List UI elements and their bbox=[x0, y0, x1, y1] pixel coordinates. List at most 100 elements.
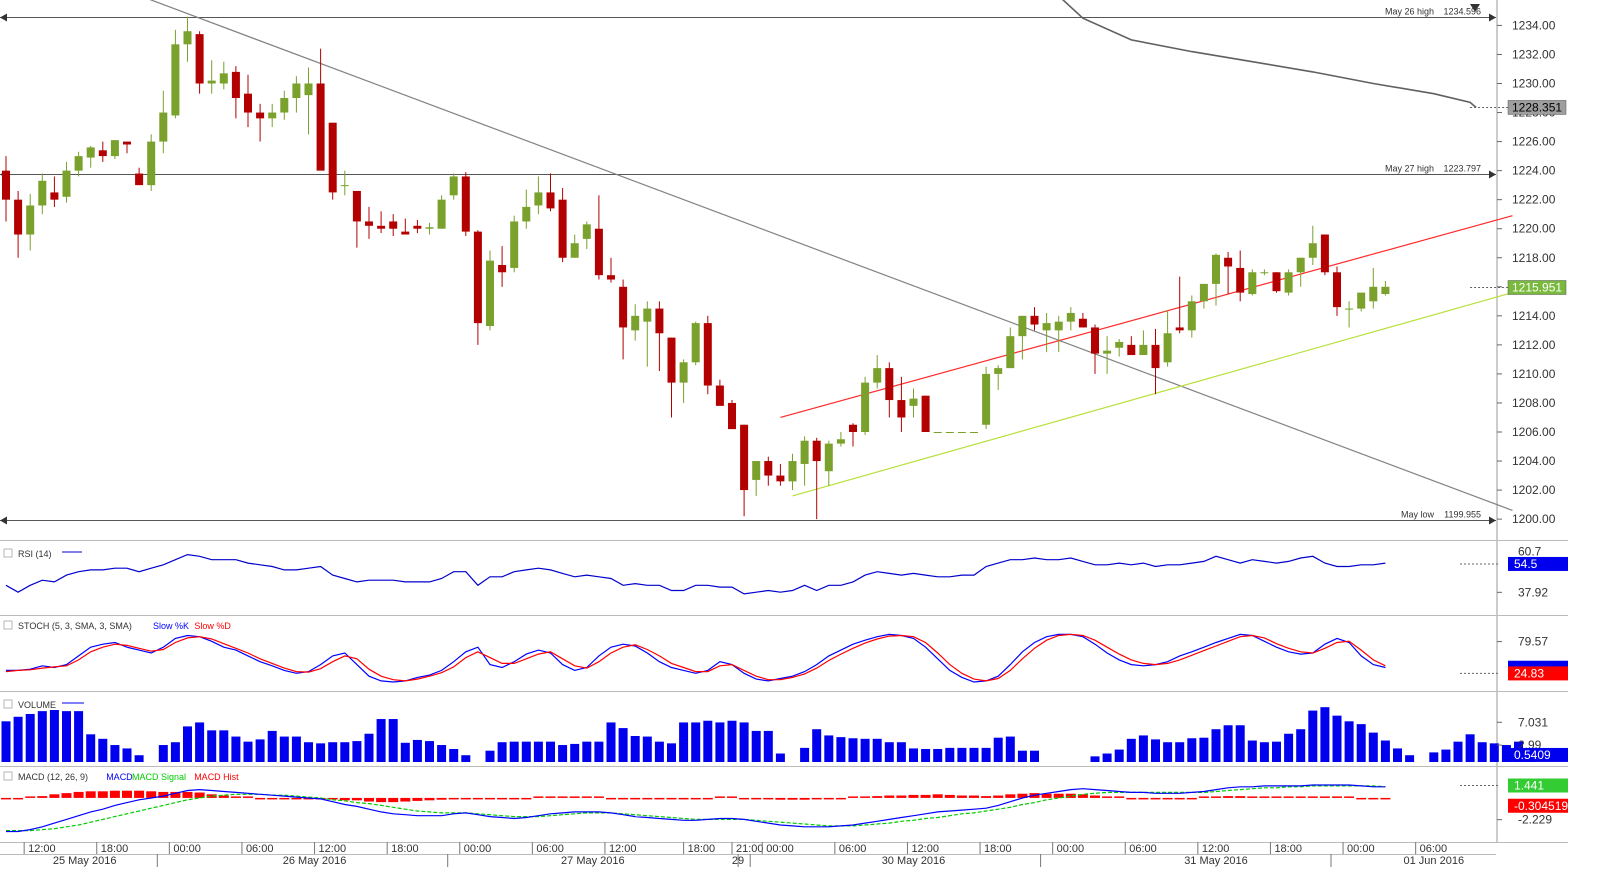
volume-bar bbox=[1030, 750, 1039, 762]
macd-hist-bar bbox=[944, 794, 955, 798]
time-label: 06:00 bbox=[839, 843, 867, 855]
candle-body bbox=[352, 190, 361, 222]
volume-0-tick-label: 7.031 bbox=[1518, 715, 1548, 729]
rsi-line bbox=[5, 553, 1386, 595]
volume-bar bbox=[1405, 755, 1415, 762]
volume-bar bbox=[993, 737, 1003, 762]
price-tick-label: 1208.00 bbox=[1512, 396, 1556, 410]
volume-bar bbox=[122, 748, 132, 762]
macd-hist-bar bbox=[678, 797, 689, 800]
candle-body bbox=[643, 308, 652, 322]
candle-body bbox=[1066, 312, 1075, 322]
rsi-tick-label: 37.92 bbox=[1518, 585, 1548, 599]
volume-marker-box bbox=[1508, 747, 1568, 762]
macd-hist-bar bbox=[775, 797, 786, 800]
volume-bar bbox=[1465, 734, 1475, 762]
macd-hist-marker-label: -0.3045193 bbox=[1514, 799, 1568, 813]
volume-collapse-icon bbox=[3, 699, 13, 709]
time-label: 00:00 bbox=[464, 843, 492, 855]
volume-bar bbox=[1138, 735, 1148, 762]
rsi-collapse-icon bbox=[3, 548, 13, 558]
macd-hist-bar bbox=[37, 796, 48, 798]
channel-lower-line bbox=[792, 292, 1513, 497]
volume-bar bbox=[969, 747, 979, 762]
candle-body bbox=[1212, 254, 1220, 284]
time-axis: 12:00 18:00 00:00 06:00 12:00 18:00 00:00 06:00… bbox=[0, 842, 1496, 867]
macd-hist-bar bbox=[364, 797, 374, 802]
candle-body bbox=[449, 176, 458, 196]
time-label: 18:00 bbox=[391, 843, 419, 855]
macd-hist-bar bbox=[73, 791, 84, 798]
candle-body bbox=[861, 382, 870, 432]
volume-bar bbox=[1356, 724, 1366, 762]
macd-hist-bar bbox=[97, 791, 108, 798]
volume-bar bbox=[1501, 745, 1511, 762]
candle-body bbox=[655, 308, 664, 334]
macd-hist-bar bbox=[533, 796, 544, 798]
macd-hist-bar bbox=[279, 797, 290, 800]
macd-hist-bar bbox=[170, 791, 181, 798]
candle-body bbox=[473, 231, 482, 324]
macd-hist-bar bbox=[61, 793, 72, 798]
level-arrow-right-0 bbox=[1489, 13, 1496, 22]
volume-bar bbox=[1187, 738, 1197, 762]
macd-hist-bar bbox=[509, 797, 520, 800]
volume-bar bbox=[618, 728, 628, 762]
stoch-tick-label: 79.57 bbox=[1518, 635, 1548, 649]
macd-hist-bar bbox=[1283, 796, 1294, 798]
macd-hist-bar bbox=[1053, 793, 1064, 798]
macd-hist-bar bbox=[1356, 797, 1367, 800]
candle-body bbox=[970, 432, 978, 433]
volume-bar bbox=[195, 722, 205, 762]
candle-body bbox=[764, 461, 773, 476]
candle-body bbox=[365, 221, 373, 226]
volume-bar bbox=[1, 721, 11, 762]
candle-body bbox=[1175, 327, 1184, 331]
price-tick-label: 1200.00 bbox=[1512, 512, 1556, 526]
volume-bar bbox=[1211, 729, 1221, 762]
candle-body bbox=[256, 112, 265, 119]
candle-body bbox=[776, 475, 785, 482]
volume-bar bbox=[497, 742, 507, 762]
candle-body bbox=[50, 192, 59, 200]
candle-body bbox=[401, 231, 410, 235]
volume-bar bbox=[836, 737, 846, 762]
price-tick-label: 1230.00 bbox=[1512, 77, 1556, 91]
time-label: 12:00 bbox=[319, 843, 347, 855]
volume-bar bbox=[933, 749, 943, 762]
volume-bar bbox=[691, 722, 701, 762]
macd-hist-bar bbox=[436, 797, 447, 800]
volume-bar bbox=[775, 753, 785, 762]
candle-body bbox=[1054, 321, 1063, 331]
volume-bar bbox=[267, 730, 277, 762]
candle-body bbox=[377, 225, 386, 229]
macd-hist-bar bbox=[811, 797, 822, 800]
volume-bar bbox=[1259, 742, 1269, 762]
time-label: 18:00 bbox=[1274, 843, 1302, 855]
macd-hist-bar bbox=[376, 797, 387, 803]
candle-body bbox=[631, 315, 640, 331]
candle-body bbox=[594, 228, 603, 276]
volume-bar bbox=[1308, 710, 1318, 762]
macd-hist-bar bbox=[848, 796, 858, 798]
macd-hist-bar bbox=[702, 797, 713, 800]
volume-bar bbox=[62, 711, 71, 762]
time-label: 06:00 bbox=[1420, 843, 1448, 855]
date-label: 31 May 2016 bbox=[1184, 855, 1248, 867]
stoch-collapse-icon bbox=[3, 620, 13, 630]
volume-bar bbox=[594, 741, 604, 762]
candle-body bbox=[1333, 272, 1341, 308]
macd-hist-bar bbox=[884, 795, 895, 798]
candle-body bbox=[570, 243, 579, 258]
stoch-title: STOCH (5, 3, SMA, 3, SMA) Slow %K Slow %D bbox=[3, 620, 231, 631]
macd-hist-bar bbox=[1198, 796, 1209, 798]
macd-hist-bar bbox=[146, 791, 157, 798]
volume-bar bbox=[872, 738, 882, 762]
macd-hist-bar bbox=[13, 797, 24, 800]
macd-hist-bar bbox=[206, 794, 217, 798]
candle-body bbox=[1224, 257, 1233, 267]
level-arrow-left-0 bbox=[0, 13, 7, 22]
candle-body bbox=[510, 221, 519, 268]
volume-bar bbox=[751, 730, 761, 762]
volume-bar bbox=[957, 747, 967, 762]
